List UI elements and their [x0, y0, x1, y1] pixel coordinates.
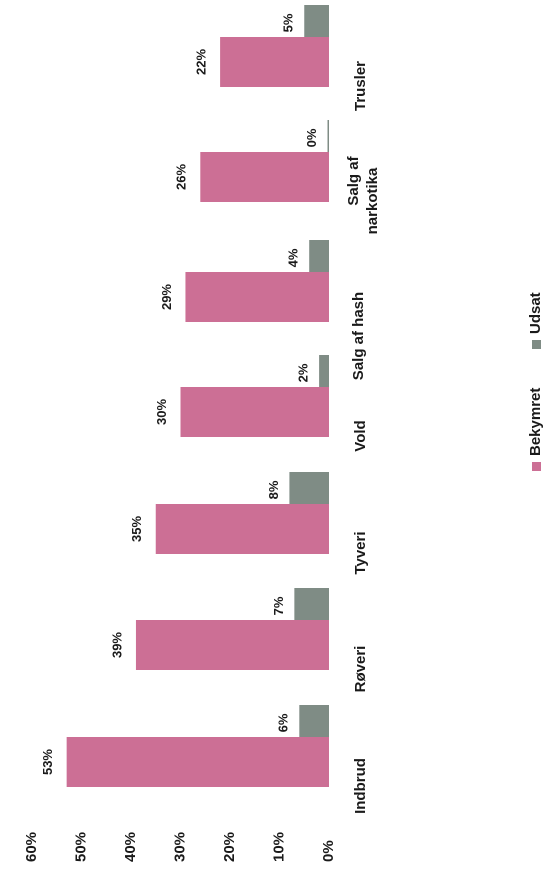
bar-udsat	[294, 588, 329, 620]
bar-udsat	[289, 472, 329, 504]
y-tick-label: 10%	[270, 832, 287, 862]
legend-label: Bekymret	[527, 388, 544, 456]
y-tick-label: 0%	[320, 840, 337, 862]
y-tick-label: 60%	[23, 832, 40, 862]
category-label: Trusler	[352, 61, 369, 111]
bar-bekymret	[135, 620, 329, 670]
y-tick-label: 20%	[221, 832, 238, 862]
y-tick-label: 50%	[72, 832, 89, 862]
bar-bekymret	[155, 504, 329, 554]
bar-bekymret	[66, 737, 330, 787]
data-label-bekymret: 22%	[194, 49, 209, 75]
data-label-bekymret: 35%	[129, 516, 144, 542]
bar-udsat	[319, 355, 329, 387]
y-tick-label: 40%	[122, 832, 139, 862]
category-label: Salg af	[345, 155, 362, 205]
data-label-bekymret: 26%	[174, 164, 189, 190]
bar-udsat	[304, 5, 329, 37]
data-label-bekymret: 29%	[159, 284, 174, 310]
legend-swatch	[532, 340, 541, 349]
data-label-udsat: 8%	[266, 480, 281, 499]
category-label: narkotika	[364, 167, 381, 234]
data-label-udsat: 2%	[296, 363, 311, 382]
data-label-bekymret: 39%	[109, 632, 124, 658]
data-label-udsat: 7%	[271, 596, 286, 615]
category-label: Salg af hash	[350, 292, 367, 380]
bar-bekymret	[220, 37, 329, 87]
category-label: Røveri	[352, 646, 369, 693]
bar-bekymret	[200, 152, 329, 202]
data-label-bekymret: 30%	[154, 399, 169, 425]
category-label: Indbrud	[352, 758, 369, 814]
y-tick-label: 30%	[171, 832, 188, 862]
bar-udsat	[309, 240, 329, 272]
bar-bekymret	[180, 387, 329, 437]
data-label-udsat: 4%	[286, 248, 301, 267]
data-label-udsat: 5%	[281, 13, 296, 32]
category-label: Tyveri	[352, 531, 369, 574]
bar-bekymret	[185, 272, 329, 322]
plot-area: 0% 10% 20% 30% 40% 50% 60% 6% 53% Indbrud 7% 39% Røv…	[23, 5, 544, 862]
data-label-udsat: 6%	[276, 713, 291, 732]
data-label-bekymret: 53%	[40, 749, 55, 775]
bar-udsat	[299, 705, 329, 737]
legend-swatch	[532, 462, 541, 471]
legend-label: Udsat	[527, 292, 544, 334]
bar-udsat	[327, 120, 329, 152]
category-label: Vold	[352, 420, 369, 451]
data-label-udsat: 0%	[304, 128, 319, 147]
